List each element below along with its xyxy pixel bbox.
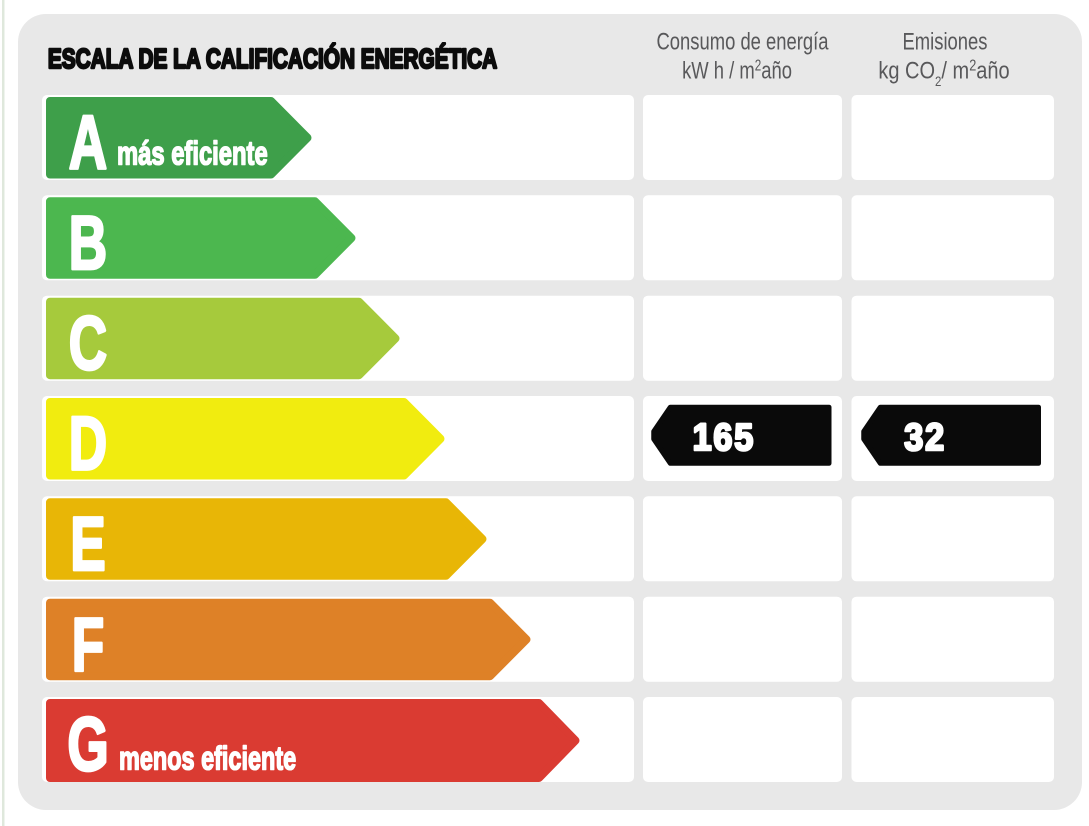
svg-text:G: G xyxy=(67,702,108,787)
svg-text:kg CO2/ m2año: kg CO2/ m2año xyxy=(878,57,1009,90)
svg-text:32: 32 xyxy=(904,415,946,458)
svg-text:kW h / m2año: kW h / m2año xyxy=(682,56,792,84)
svg-text:menos eficiente: menos eficiente xyxy=(119,741,296,778)
svg-text:B: B xyxy=(69,201,107,286)
svg-text:C: C xyxy=(69,301,107,386)
svg-text:F: F xyxy=(72,602,104,687)
svg-text:165: 165 xyxy=(693,415,755,458)
svg-text:A: A xyxy=(69,100,107,185)
svg-text:ESCALA DE LA CALIFICACIÓN ENER: ESCALA DE LA CALIFICACIÓN ENERGÉTICA xyxy=(48,43,497,75)
svg-text:Emisiones: Emisiones xyxy=(903,27,988,55)
svg-text:más eficiente: más eficiente xyxy=(117,136,268,173)
svg-text:Consumo de energía: Consumo de energía xyxy=(657,27,830,55)
svg-text:D: D xyxy=(69,401,107,486)
svg-text:E: E xyxy=(70,502,105,587)
